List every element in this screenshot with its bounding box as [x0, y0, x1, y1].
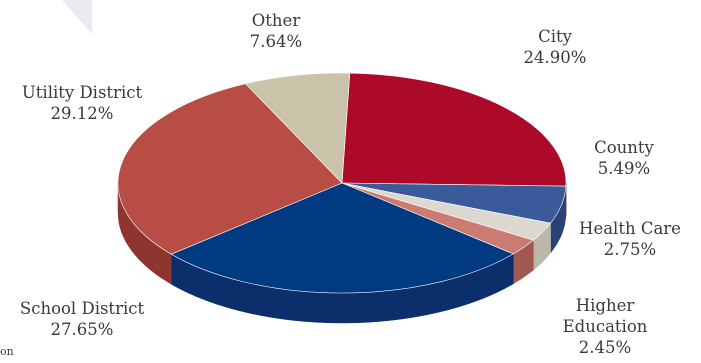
label-higher-education-value: 2.45%	[578, 338, 632, 357]
label-other: Other 7.64%	[250, 10, 302, 52]
label-utility-district-value: 29.12%	[50, 104, 114, 123]
label-city-name: City	[538, 27, 572, 46]
label-higher-education-line1: Higher	[575, 296, 635, 315]
label-county-value: 5.49%	[597, 159, 651, 178]
label-school-district-value: 27.65%	[50, 320, 114, 339]
label-other-name: Other	[251, 11, 301, 30]
label-county-name: County	[594, 138, 654, 157]
pie-top-faces	[117, 72, 567, 294]
cropped-footnote-text: on	[0, 345, 14, 358]
label-other-value: 7.64%	[249, 32, 303, 51]
label-city: City 24.90%	[524, 26, 587, 68]
decorative-triangle	[62, 0, 92, 34]
pie-slice-other	[244, 72, 351, 184]
pie-slice-utility-district	[117, 83, 343, 255]
label-utility-district: Utility District 29.12%	[22, 82, 142, 124]
label-county: County 5.49%	[594, 137, 654, 179]
label-higher-education-line2: Education	[562, 317, 648, 336]
pie-slice-school-district	[170, 182, 514, 294]
pie-slice-city	[341, 72, 567, 187]
label-health-care-name: Health Care	[579, 219, 681, 238]
label-higher-education: Higher Education 2.45%	[563, 295, 648, 358]
label-school-district: School District 27.65%	[20, 298, 144, 340]
label-health-care-value: 2.75%	[603, 240, 657, 259]
label-utility-district-name: Utility District	[21, 83, 143, 102]
label-school-district-name: School District	[19, 299, 145, 318]
label-city-value: 24.90%	[523, 48, 587, 67]
label-health-care: Health Care 2.75%	[579, 218, 681, 260]
